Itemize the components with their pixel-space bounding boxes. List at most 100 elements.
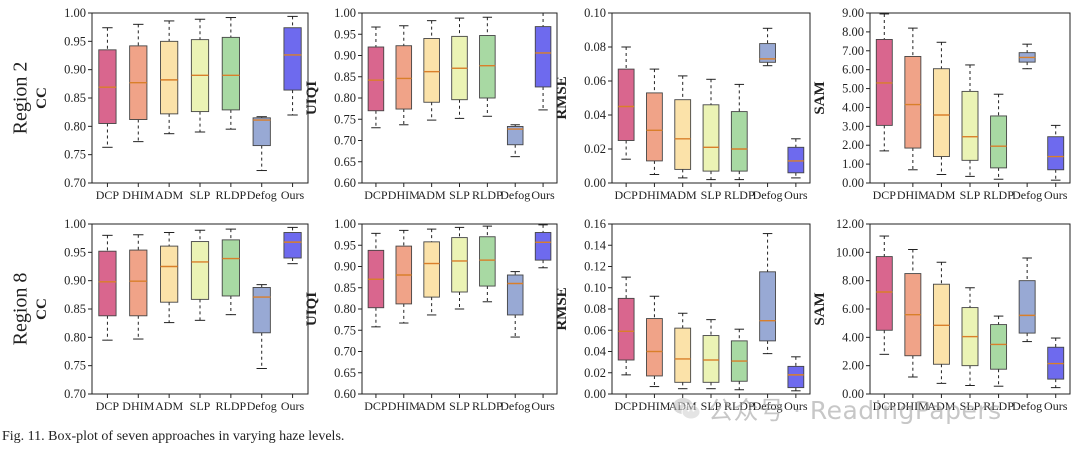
box-iqr [759, 271, 776, 342]
x-tick-label: RLDP [724, 399, 755, 413]
x-tick-label: RLDP [216, 188, 247, 202]
box-iqr [702, 335, 720, 383]
x-tick-label: RLDP [983, 399, 1014, 413]
x-tick-label: SLP [190, 399, 211, 413]
y-tick-label: 0.85 [334, 70, 356, 84]
box-iqr [674, 99, 692, 170]
box-rldp: RLDP [216, 17, 247, 202]
x-tick-label: RLDP [472, 399, 503, 413]
x-tick-label: SLP [190, 188, 211, 202]
box-dhim: DHIM [638, 295, 671, 413]
axes-frame [361, 12, 558, 184]
box-iqr [160, 40, 179, 115]
row-label: Region 8 [10, 273, 32, 346]
y-tick-label: 0.75 [64, 148, 86, 162]
box-slp: SLP [701, 319, 722, 413]
y-tick-label: 5.00 [842, 82, 864, 96]
y-tick-label: 0.85 [334, 281, 356, 295]
y-tick-label: 1.00 [842, 157, 864, 171]
x-tick-label: ADM [155, 188, 183, 202]
box-dcp: DCP [873, 235, 896, 413]
boxplot-figure: Region 2 Region 8 0.70 0.75 0.80 0.85 0.90 0.95… [10, 6, 1071, 413]
x-tick-label: Ours [1044, 188, 1068, 202]
y-tick-label: 0.16 [584, 217, 606, 231]
box-iqr [160, 245, 179, 303]
y-tick-label: 0.90 [334, 260, 356, 274]
box-slp: SLP [449, 226, 470, 413]
y-tick-label: 0.95 [334, 238, 356, 252]
box-iqr [534, 232, 552, 261]
y-tick-label: 6.00 [842, 63, 864, 77]
box-dcp: DCP [96, 27, 120, 202]
subplot-rmse-bottom: 0.00 0.02 0.04 0.06 0.08 0.10 0.12 0.14 0.16 RMSE… [554, 217, 811, 413]
box-rldp: RLDP [724, 83, 755, 202]
box-defog: Defog [753, 27, 783, 202]
y-tick-label: 0.95 [64, 34, 86, 48]
box-defog: Defog [247, 284, 277, 413]
box-iqr [506, 274, 524, 316]
x-tick-label: Ours [531, 188, 555, 202]
y-axis-label: UIQI [304, 292, 320, 326]
subplot-uiqi-bottom: 0.60 0.65 0.70 0.75 0.80 0.85 0.90 0.95 1.00 UIQI… [304, 217, 558, 413]
box-ours: Ours [784, 356, 808, 413]
x-tick-label: Defog [247, 399, 277, 413]
x-tick-label: Ours [281, 188, 305, 202]
watermark: 公众号 · ReadingPapers [672, 392, 1002, 426]
x-tick-label: ADM [155, 399, 183, 413]
y-tick-label: 2.00 [842, 138, 864, 152]
box-iqr [932, 68, 950, 158]
figure-caption: Fig. 11. Box-plot of seven approaches in… [2, 429, 345, 444]
box-adm: ADM [155, 20, 183, 202]
y-tick-label: 0.80 [334, 302, 356, 316]
box-dcp: DCP [614, 46, 638, 202]
y-tick-label: 1.00 [64, 6, 86, 20]
box-iqr [730, 111, 748, 172]
box-iqr [990, 115, 1008, 169]
y-tick-label: 7.00 [842, 44, 864, 58]
y-tick-label: 0.08 [584, 40, 606, 54]
box-iqr [451, 237, 468, 293]
subplot-cc-top: 0.70 0.75 0.80 0.85 0.90 0.95 1.00 CC DCP DHIM ADM… [34, 6, 309, 202]
axes-frame [91, 12, 309, 184]
box-defog: Defog [753, 233, 783, 413]
y-tick-label: 0.65 [334, 366, 356, 380]
x-tick-label: DCP [364, 399, 388, 413]
x-tick-label: DHIM [638, 188, 670, 202]
box-dhim: DHIM [388, 25, 420, 202]
x-tick-label: Defog [1012, 188, 1042, 202]
y-tick-label: 0.70 [334, 345, 356, 359]
y-tick-label: 1.00 [334, 217, 356, 231]
y-tick-label: 0.85 [64, 91, 86, 105]
box-iqr [506, 126, 524, 146]
y-tick-label: 0.10 [584, 281, 606, 295]
box-dhim: DHIM [388, 229, 420, 413]
x-tick-label: DHIM [388, 188, 420, 202]
y-axis-label: SAM [812, 81, 828, 114]
box-rldp: RLDP [983, 93, 1014, 202]
box-slp: SLP [190, 18, 211, 202]
x-tick-label: DCP [96, 188, 120, 202]
x-tick-label: DCP [614, 399, 638, 413]
box-adm: ADM [669, 75, 697, 202]
y-tick-label: 0.80 [64, 330, 86, 344]
y-tick-label: 0.90 [334, 49, 356, 63]
y-tick-label: 0.70 [64, 387, 86, 401]
box-adm: ADM [927, 261, 956, 413]
y-tick-label: 1.00 [334, 6, 356, 20]
y-tick-label: 0.00 [584, 176, 606, 190]
box-iqr [367, 46, 385, 112]
box-ours: Ours [1044, 337, 1068, 413]
box-iqr [674, 327, 692, 383]
box-iqr [479, 35, 496, 99]
x-tick-label: ADM [669, 188, 697, 202]
axes-frame [91, 223, 309, 395]
y-tick-label: 0.60 [334, 176, 356, 190]
x-tick-label: RLDP [983, 188, 1014, 202]
box-ours: Ours [281, 226, 305, 413]
y-tick-label: 0.85 [64, 302, 86, 316]
y-tick-label: 9.00 [842, 6, 864, 20]
box-rldp: RLDP [216, 228, 247, 413]
subplot-cc-bottom: 0.70 0.75 0.80 0.85 0.90 0.95 1.00 CC DCP DHIM ADM… [34, 217, 309, 413]
y-tick-label: 0.00 [842, 387, 864, 401]
y-tick-label: 0.80 [64, 119, 86, 133]
